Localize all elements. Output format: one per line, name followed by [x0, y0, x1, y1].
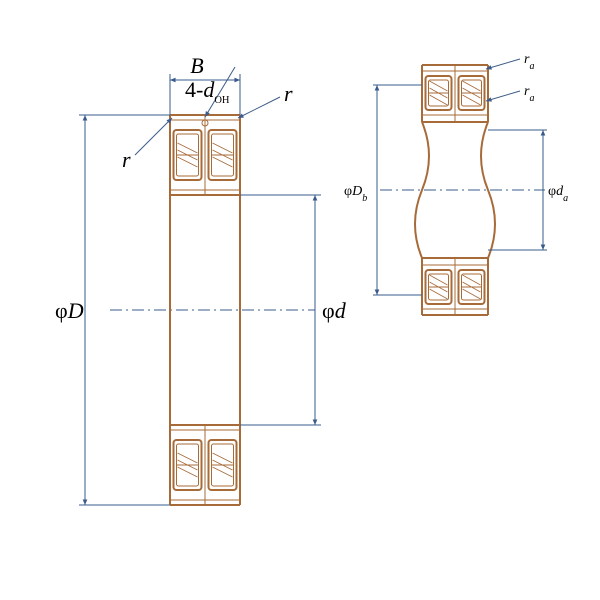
label-phiD: φD — [55, 298, 84, 323]
label-phid: φd — [322, 298, 347, 323]
label-phida: φda — [548, 184, 568, 204]
label-ra: ra — [524, 52, 534, 72]
label-phiDb: φDb — [344, 184, 367, 204]
label-B: B — [190, 53, 203, 78]
label-r-right: r — [284, 81, 293, 106]
label-r-left: r — [122, 147, 131, 172]
right-cross-section — [373, 59, 547, 315]
left-cross-section — [79, 67, 321, 505]
label-ra: ra — [524, 84, 534, 104]
label-dOH: 4-dOH — [185, 77, 230, 106]
